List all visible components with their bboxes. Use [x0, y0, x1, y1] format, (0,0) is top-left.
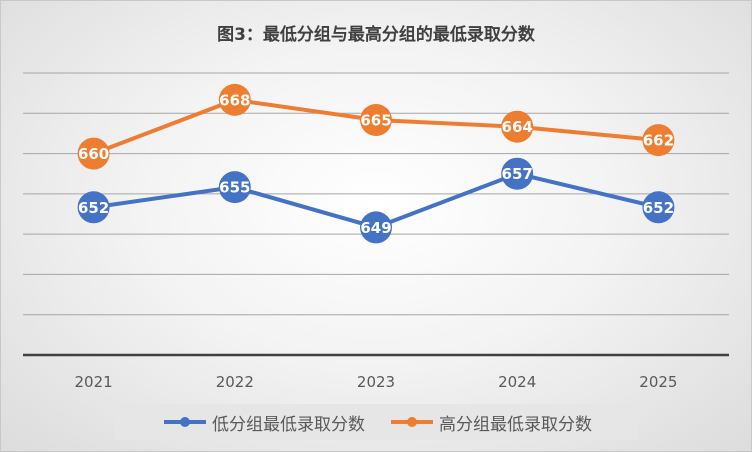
- data-point: [218, 171, 251, 204]
- data-label: 662: [643, 132, 674, 150]
- data-point: [501, 110, 534, 143]
- data-label: 668: [219, 91, 250, 109]
- data-point: [360, 104, 392, 136]
- data-label: 660: [78, 145, 109, 163]
- data-point: [501, 157, 534, 190]
- data-point: [360, 211, 392, 244]
- data-label: 665: [360, 112, 391, 130]
- legend-entry-high: 高分组最低录取分数: [389, 410, 592, 435]
- legend-swatch-low: [164, 417, 206, 427]
- data-point: [642, 191, 675, 224]
- legend-label-low: 低分组最低录取分数: [212, 414, 365, 435]
- x-tick-label: 2025: [639, 373, 677, 391]
- data-point: [642, 124, 675, 157]
- data-label: 652: [78, 199, 109, 217]
- data-label: 657: [502, 165, 533, 183]
- legend: 低分组最低录取分数 高分组最低录取分数: [115, 404, 639, 440]
- legend-entry-low: 低分组最低录取分数: [162, 410, 365, 435]
- data-label: 649: [360, 219, 391, 237]
- data-point: [218, 83, 251, 116]
- data-label: 664: [502, 118, 533, 136]
- x-tick-label: 2024: [498, 373, 536, 391]
- x-tick-label: 2022: [216, 373, 254, 391]
- data-point: [77, 137, 110, 170]
- data-label: 652: [643, 199, 674, 217]
- x-tick-label: 2023: [357, 373, 395, 391]
- legend-swatch-high: [391, 417, 433, 427]
- data-point: [77, 191, 110, 224]
- data-label: 655: [219, 179, 250, 197]
- chart-title: 图3：最低分组与最高分组的最低录取分数: [217, 25, 535, 45]
- x-tick-label: 2021: [75, 373, 113, 391]
- legend-label-high: 高分组最低录取分数: [439, 414, 592, 435]
